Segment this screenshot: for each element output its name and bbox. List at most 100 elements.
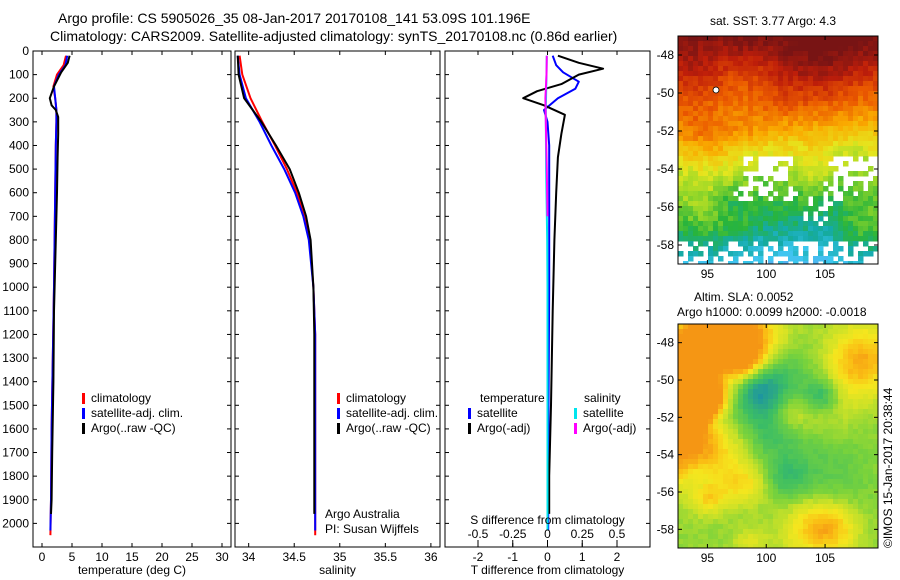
heatmap-cell [828,544,834,548]
heatmap-cell [783,216,789,222]
x-tick-label: 34.5 [283,550,307,564]
heatmap-cell [738,534,744,540]
heatmap-cell [838,359,844,365]
heatmap-cell [848,41,854,47]
heatmap-cell [853,404,859,410]
heatmap-cell [693,251,699,257]
heatmap-cell [693,424,699,430]
heatmap-cell [718,359,724,365]
legend-item-satellite: satellite-adj. clim. [82,406,183,421]
heatmap-cell [703,404,709,410]
heatmap-cell [873,91,878,97]
heatmap-cell [743,136,749,142]
heatmap-cell [698,379,704,385]
heatmap-cell [848,349,854,355]
heatmap-cell [718,369,724,375]
heatmap-cell [708,414,714,420]
heatmap-cell [698,221,704,227]
heatmap-cell [703,489,709,495]
heatmap-cell [853,424,859,430]
heatmap-cell [823,111,829,117]
heatmap-cell [738,41,744,47]
heatmap-cell [743,216,749,222]
heatmap-cell [833,349,839,355]
heatmap-cell [763,116,769,122]
heatmap-cell [853,151,859,157]
heatmap-cell [748,46,754,52]
heatmap-cell [783,419,789,425]
heatmap-cell [783,394,789,400]
heatmap-cell [758,464,764,470]
heatmap-cell [773,539,779,545]
heatmap-cell [828,51,834,57]
heatmap-cell [848,454,854,460]
heatmap-cell [853,181,859,187]
heatmap-cell [778,374,784,380]
heatmap-cell [808,349,814,355]
heatmap-cell [803,424,809,430]
heatmap-cell [713,369,719,375]
heatmap-cell [838,324,844,330]
heatmap-cell [848,101,854,107]
heatmap-cell [778,106,784,112]
heatmap-cell [688,509,694,515]
heatmap-cell [713,499,719,505]
heatmap-cell [698,429,704,435]
heatmap-cell [683,364,689,370]
heatmap-cell [688,111,694,117]
heatmap-cell [738,251,744,257]
heatmap-cell [833,201,839,207]
heatmap-cell [798,449,804,455]
heatmap-cell [778,121,784,127]
heatmap-cell [838,429,844,435]
heatmap-cell [798,186,804,192]
heatmap-cell [803,191,809,197]
heatmap-cell [678,251,684,257]
heatmap-cell [788,231,794,237]
heatmap-cell [813,146,819,152]
heatmap-cell [763,76,769,82]
heatmap-cell [683,479,689,485]
heatmap-cell [778,81,784,87]
heatmap-cell [843,111,849,117]
heatmap-cell [718,66,724,72]
heatmap-cell [708,36,714,42]
heatmap-cell [858,41,864,47]
heatmap-cell [778,201,784,207]
heatmap-cell [723,216,729,222]
heatmap-cell [798,349,804,355]
heatmap-cell [678,136,684,142]
heatmap-cell [718,484,724,490]
heatmap-cell [783,231,789,237]
heatmap-cell [753,534,759,540]
heatmap-cell [748,444,754,450]
heatmap-cell [718,474,724,480]
heatmap-cell [758,201,764,207]
heatmap-cell [853,61,859,67]
heatmap-cell [798,176,804,182]
heatmap-cell [818,464,824,470]
heatmap-cell [798,116,804,122]
heatmap-cell [708,61,714,67]
heatmap-cell [683,529,689,535]
heatmap-cell [698,484,704,490]
heatmap-cell [793,151,799,157]
heatmap-cell [728,36,734,42]
heatmap-cell [683,454,689,460]
heatmap-cell [758,241,764,247]
heatmap-cell [843,136,849,142]
heatmap-cell [768,201,774,207]
heatmap-cell [778,101,784,107]
heatmap-cell [693,141,699,147]
heatmap-cell [768,51,774,57]
map-y-tick-label: -54 [657,448,675,462]
heatmap-cell [743,56,749,62]
heatmap-cell [803,56,809,62]
heatmap-cell [743,71,749,77]
heatmap-cell [863,91,869,97]
heatmap-cell [873,46,878,52]
heatmap-cell [703,121,709,127]
heatmap-cell [738,379,744,385]
heatmap-cell [838,479,844,485]
heatmap-cell [803,544,809,548]
